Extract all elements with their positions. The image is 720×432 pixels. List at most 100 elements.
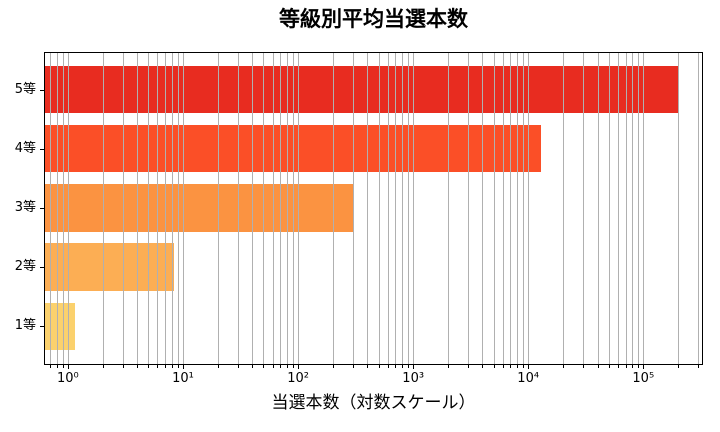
gridline [286, 52, 288, 365]
x-tick-label: 10⁰ [57, 371, 79, 386]
bar [44, 184, 353, 232]
x-minor-tick [148, 365, 150, 368]
gridline [183, 52, 184, 365]
x-minor-tick [617, 365, 619, 368]
x-minor-tick [387, 365, 389, 368]
gridline [171, 52, 173, 365]
gridline [597, 52, 599, 365]
x-minor-tick [378, 365, 380, 368]
x-minor-tick [292, 365, 294, 368]
x-minor-tick [157, 365, 159, 368]
x-minor-tick [217, 365, 219, 368]
gridline [407, 52, 409, 365]
x-minor-tick [280, 365, 282, 368]
x-minor-tick [237, 365, 239, 368]
gridline [402, 52, 403, 365]
x-minor-tick [272, 365, 274, 368]
y-tick [40, 148, 44, 150]
gridline [528, 52, 530, 365]
y-tick-label: 2等 [14, 259, 36, 275]
x-minor-tick [177, 365, 179, 368]
gridline [217, 52, 219, 365]
gridline [148, 52, 150, 365]
gridline [367, 52, 369, 365]
gridline [562, 52, 564, 365]
x-major-tick [643, 365, 645, 369]
bar [44, 302, 75, 351]
x-tick-label: 10³ [402, 371, 425, 386]
gridline [298, 52, 300, 365]
gridline [272, 52, 274, 365]
y-tick-label: 3等 [14, 199, 36, 215]
x-minor-tick [510, 365, 512, 368]
x-major-tick [298, 365, 300, 369]
x-minor-tick [171, 365, 173, 368]
gridline [292, 52, 294, 365]
x-minor-tick [638, 365, 640, 368]
x-minor-tick [482, 365, 484, 368]
gridline [157, 52, 159, 365]
x-minor-tick [517, 365, 519, 368]
x-major-tick [413, 365, 415, 369]
x-major-tick [528, 365, 530, 369]
x-minor-tick [493, 365, 495, 368]
gridline [353, 52, 354, 365]
x-minor-tick [562, 365, 564, 368]
gridline [137, 52, 139, 365]
x-minor-tick [632, 365, 634, 368]
gridline [263, 52, 265, 365]
gridline [332, 52, 334, 365]
x-minor-tick [523, 365, 524, 368]
gridline [608, 52, 610, 365]
chart-title: 等級別平均当選本数 [279, 7, 468, 31]
plot-area: 10⁰ 10¹ 10² 10³ 10⁴ 10⁵ 5等 4等 3等 2等 1等 [15, 52, 703, 386]
gridline [378, 52, 380, 365]
x-minor-tick [122, 365, 124, 368]
x-minor-tick [698, 365, 700, 368]
gridline [165, 52, 167, 365]
gridline [502, 52, 504, 365]
bar [44, 124, 542, 173]
y-tick [40, 89, 44, 91]
x-minor-tick [395, 365, 397, 368]
gridline [583, 52, 585, 365]
x-minor-tick [165, 365, 167, 368]
x-minor-tick [50, 365, 52, 368]
x-minor-tick [597, 365, 599, 368]
x-minor-tick [447, 365, 449, 368]
gridline [252, 52, 254, 365]
x-major-tick [183, 365, 184, 369]
x-minor-tick [263, 365, 265, 368]
x-tick-label: 10² [287, 371, 309, 386]
gridline [638, 52, 640, 365]
gridline [62, 52, 64, 365]
gridline [468, 52, 470, 365]
gridline [643, 52, 645, 365]
x-tick-label: 10⁴ [517, 371, 540, 386]
x-minor-tick [102, 365, 104, 368]
bar [44, 65, 678, 114]
x-minor-tick [332, 365, 334, 368]
x-major-tick [67, 365, 69, 369]
gridline [50, 52, 52, 365]
x-minor-tick [678, 365, 679, 368]
x-minor-tick [608, 365, 610, 368]
x-minor-tick [286, 365, 288, 368]
x-minor-tick [468, 365, 470, 368]
gridline [447, 52, 449, 365]
gridline [102, 52, 104, 365]
x-minor-tick [625, 365, 627, 368]
x-minor-tick [502, 365, 504, 368]
x-minor-tick [407, 365, 409, 368]
gridline [56, 52, 58, 365]
y-tick-label: 5等 [14, 81, 36, 97]
gridline [632, 52, 634, 365]
x-minor-tick [367, 365, 369, 368]
gridline [625, 52, 627, 365]
x-minor-tick [583, 365, 585, 368]
gridline [395, 52, 397, 365]
x-minor-tick [353, 365, 354, 368]
x-tick-label: 10¹ [172, 371, 194, 386]
y-tick-label: 1等 [14, 318, 36, 334]
